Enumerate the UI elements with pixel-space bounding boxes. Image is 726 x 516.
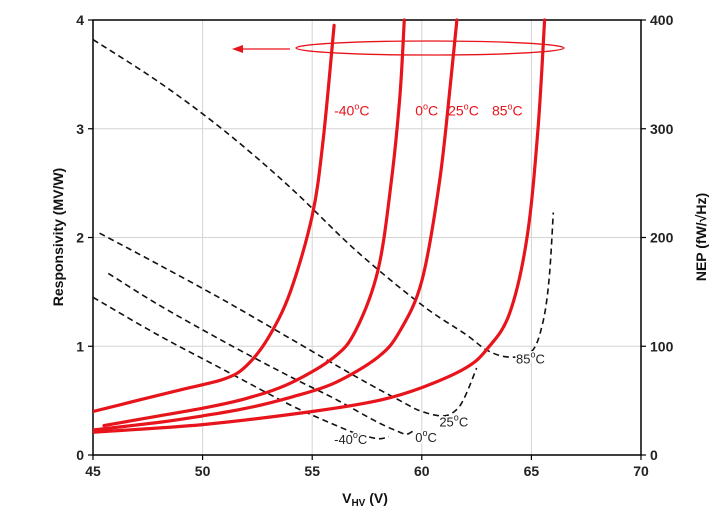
y-right-tick-label: 300 bbox=[650, 121, 674, 137]
responsivity-series bbox=[93, 18, 547, 434]
y-axis-right-title: NEP (fW/√Hz) bbox=[693, 193, 709, 281]
x-tick-label: 65 bbox=[524, 463, 540, 479]
responsivity-line bbox=[93, 18, 459, 432]
y-left-tick-label: 3 bbox=[76, 121, 84, 137]
responsivity-label: 85oC bbox=[492, 102, 523, 119]
gridlines bbox=[93, 20, 641, 455]
y-left-tick-label: 2 bbox=[76, 230, 84, 246]
nep-label: 0oC bbox=[415, 428, 437, 445]
left-axis-arrow-head bbox=[232, 45, 243, 53]
x-tick-label: 70 bbox=[633, 463, 649, 479]
nep-label: 25oC bbox=[439, 413, 468, 430]
x-tick-label: 60 bbox=[414, 463, 430, 479]
series-group-ellipse bbox=[295, 40, 565, 56]
x-axis-title: VHV (V) bbox=[342, 490, 388, 509]
x-tick-label: 50 bbox=[195, 463, 211, 479]
nep-label: 85oC bbox=[516, 350, 545, 367]
responsivity-line bbox=[93, 23, 336, 414]
x-tick-label: 55 bbox=[304, 463, 320, 479]
y-right-tick-label: 0 bbox=[650, 447, 658, 463]
y-right-tick-label: 400 bbox=[650, 12, 674, 28]
nep-line bbox=[107, 272, 414, 436]
y-right-tick-label: 100 bbox=[650, 338, 674, 354]
y-left-tick-label: 4 bbox=[76, 12, 84, 28]
y-left-tick-label: 0 bbox=[76, 447, 84, 463]
responsivity-temperature-labels: -40oC 0oC 25oC 85oC bbox=[334, 102, 523, 119]
nep-label: -40oC bbox=[334, 430, 367, 447]
responsivity-label: 25oC bbox=[448, 102, 479, 119]
responsivity-line bbox=[102, 18, 406, 428]
y-right-tick-label: 200 bbox=[650, 230, 674, 246]
x-tick-label: 45 bbox=[85, 463, 101, 479]
responsivity-line bbox=[93, 18, 547, 434]
responsivity-label: 0oC bbox=[415, 102, 438, 119]
nep-line bbox=[99, 232, 478, 417]
y-axis-left-title: Responsivity (MV/W) bbox=[50, 168, 66, 306]
responsivity-label: -40oC bbox=[334, 102, 369, 119]
y-left-tick-label: 1 bbox=[76, 338, 84, 354]
